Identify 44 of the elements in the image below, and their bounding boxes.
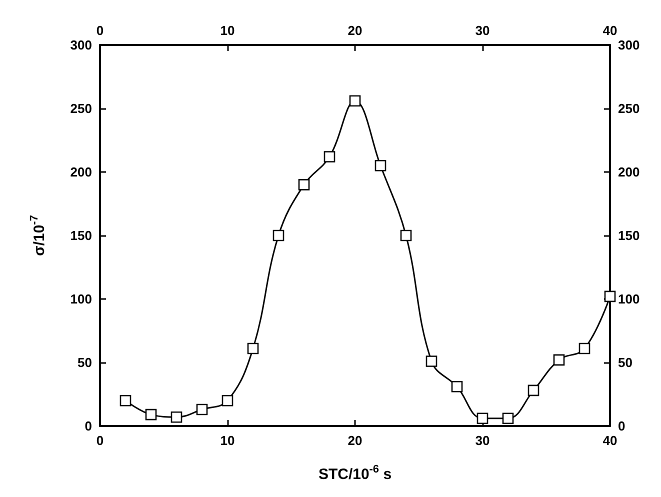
y-tick-label: 100 <box>70 292 92 306</box>
y2-tick-label: 200 <box>618 164 640 180</box>
point <box>324 151 336 162</box>
y2-tick-label: 0 <box>618 418 626 434</box>
y-tick-label: 200 <box>70 164 92 180</box>
y2-tick-label: 250 <box>618 101 640 116</box>
point <box>170 411 182 423</box>
x2-tick-label: 20 <box>348 23 362 38</box>
y-tick-label: 0 <box>84 418 92 434</box>
y-axis-title: σ/10-7 <box>28 215 48 256</box>
point <box>502 412 514 424</box>
y2-tick-label: 50 <box>618 355 632 370</box>
point <box>553 354 565 366</box>
point <box>426 356 438 367</box>
point <box>272 230 284 242</box>
y2-tick-label: 300 <box>618 38 640 52</box>
x-tick-label: 20 <box>348 433 362 448</box>
point <box>528 384 540 396</box>
x-tick-label: 10 <box>220 433 235 448</box>
point <box>222 394 234 406</box>
point <box>451 380 463 392</box>
point <box>298 179 310 190</box>
y2-tick-label: 100 <box>618 292 640 306</box>
point <box>120 394 132 406</box>
y-tick-label: 300 <box>70 38 92 52</box>
x-tick-label: 40 <box>602 433 618 448</box>
point <box>476 412 488 424</box>
x2-tick-label: 40 <box>602 23 618 38</box>
y-tick-label: 250 <box>70 101 92 116</box>
y2-tick-label: 150 <box>618 228 640 243</box>
x2-tick-label: 10 <box>220 23 235 38</box>
x-tick-label: 30 <box>475 433 490 448</box>
point <box>247 342 259 354</box>
y-tick-label: 150 <box>70 228 92 243</box>
x-tick-label: 0 <box>96 433 104 448</box>
x2-tick-label: 30 <box>475 23 490 38</box>
point <box>196 404 208 416</box>
x2-tick-label: 0 <box>96 23 104 38</box>
y-tick-label: 50 <box>78 355 92 370</box>
point <box>145 408 157 420</box>
point <box>349 95 361 107</box>
point <box>400 230 412 242</box>
point <box>578 342 590 354</box>
point <box>374 160 386 172</box>
